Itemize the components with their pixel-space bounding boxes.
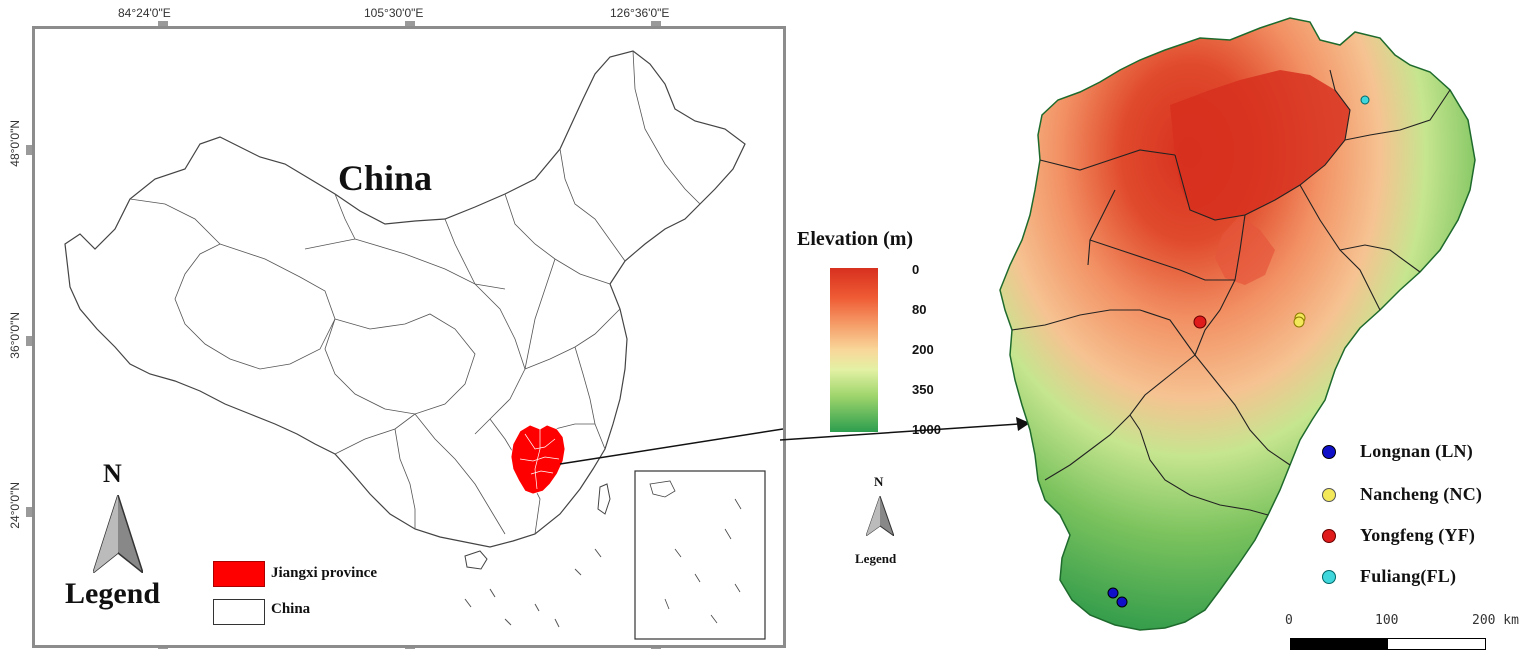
legend-dot-nancheng — [1322, 488, 1336, 502]
legend-title: Legend — [65, 577, 161, 610]
legend-label-nancheng: Nancheng (NC) — [1360, 484, 1483, 504]
scale-label: 0 — [1285, 613, 1293, 628]
latitude-label: 36°0'0"N — [8, 312, 22, 359]
elevation-tick: 200 — [912, 342, 934, 357]
county-borders — [1011, 69, 1451, 516]
scale-bar — [1290, 638, 1486, 650]
jiangxi-outline — [999, 17, 1476, 631]
scale-bar-black-segment — [1291, 639, 1388, 649]
longitude-label: 126°36'0"E — [610, 6, 670, 20]
longitude-label: 84°24'0"E — [118, 6, 171, 20]
locator-arrow-line — [559, 428, 784, 465]
longitude-label: 105°30'0"E — [364, 6, 424, 20]
scale-label: 200 km — [1472, 613, 1519, 628]
legend-swatch-jiangxi — [213, 561, 265, 587]
small-north-arrow-icon — [866, 496, 894, 536]
country-label: China — [338, 158, 433, 198]
legend-label-longnan: Longnan (LN) — [1360, 441, 1473, 461]
elevation-tick: 80 — [912, 302, 927, 317]
small-compass-caption: Legend — [855, 551, 897, 566]
frame-tick — [651, 21, 661, 27]
elevation-colorbar — [830, 268, 878, 432]
frame-tick — [26, 507, 32, 517]
site-marker-yongfeng — [1193, 315, 1207, 329]
legend-dot-longnan — [1322, 445, 1336, 459]
legend-label-china: China — [271, 601, 311, 617]
site-marker-nancheng — [1293, 316, 1305, 328]
jiangxi-elevation-map — [999, 17, 1476, 631]
legend-label-jiangxi: Jiangxi province — [271, 565, 377, 581]
high-elevation-core — [1170, 70, 1350, 220]
legend-dot-fuliang — [1322, 570, 1336, 584]
china-outline-svg — [64, 50, 784, 640]
map-frame: China N Legend Jiangxi province China — [32, 26, 786, 648]
elevation-title: Elevation (m) — [797, 228, 914, 250]
frame-tick — [405, 21, 415, 27]
elevation-tick: 1000 — [912, 422, 941, 437]
jiangxi-county-lines — [519, 429, 560, 490]
inset-islands — [649, 480, 742, 624]
south-china-sea-inset — [634, 470, 766, 640]
legend-label-fuliang: Fuliang(FL) — [1360, 566, 1457, 586]
connector-arrow — [780, 417, 1030, 441]
south-sea-islands — [464, 548, 602, 628]
small-north-letter: N — [874, 474, 884, 489]
latitude-label: 48°0'0"N — [8, 120, 22, 167]
province-borders — [129, 50, 701, 535]
elevation-tick: 350 — [912, 382, 934, 397]
legend-dot-yongfeng — [1322, 529, 1336, 543]
legend-swatch-china — [213, 599, 265, 625]
frame-tick — [26, 145, 32, 155]
elevation-tick: 0 — [912, 262, 920, 277]
site-marker-longnan — [1107, 587, 1119, 599]
china-outline — [64, 50, 746, 548]
north-letter: N — [103, 459, 122, 488]
site-markers — [1107, 95, 1370, 608]
north-arrow-icon — [93, 495, 143, 573]
latitude-label: 24°0'0"N — [8, 482, 22, 529]
legend-label-yongfeng: Yongfeng (YF) — [1360, 525, 1476, 545]
site-marker-fuliang — [1360, 95, 1370, 105]
frame-tick — [26, 336, 32, 346]
frame-tick — [158, 21, 168, 27]
scale-label: 100 — [1375, 613, 1399, 628]
site-marker-longnan — [1116, 596, 1128, 608]
